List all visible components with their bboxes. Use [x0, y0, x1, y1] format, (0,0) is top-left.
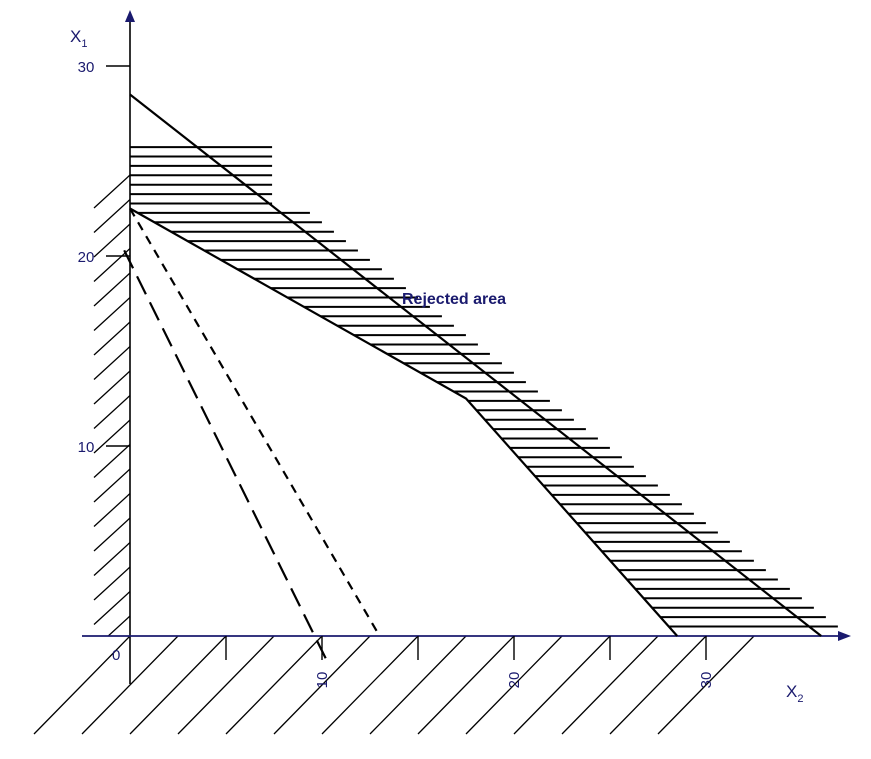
- negative-x2-hatch-line: [93, 468, 130, 503]
- y-axis-label: X1: [70, 27, 87, 50]
- origin-label: 0: [112, 647, 120, 664]
- axes-layer: [82, 10, 851, 684]
- negative-x2-hatch-line: [93, 297, 130, 331]
- negative-x1-hatch-line: [225, 636, 323, 735]
- negative-x1-hatch-line: [561, 636, 659, 735]
- negative-x2-hatch-line: [93, 419, 130, 454]
- negative-x2-hatch-line: [93, 395, 130, 429]
- negative-x2-hatch-line: [107, 615, 130, 636]
- negative-x2-hatch-line: [93, 591, 130, 625]
- constraint-line-4: [123, 249, 329, 664]
- negative-x1-hatch-line: [465, 636, 563, 735]
- negative-x2-hatch-line: [93, 199, 130, 233]
- negative-x2-hatch-line: [93, 174, 130, 209]
- negative-x1-hatch: [33, 636, 755, 735]
- negative-x2-hatch-line: [93, 517, 130, 552]
- negative-x2-hatch-line: [93, 248, 130, 282]
- negative-x2-hatch: [93, 174, 130, 636]
- negative-x2-hatch-line: [93, 444, 130, 478]
- negative-x2-hatch-line: [93, 272, 130, 307]
- x-tick-label: 30: [698, 672, 715, 689]
- negative-x2-hatch-line: [93, 493, 130, 527]
- negative-x1-hatch-line: [129, 636, 227, 735]
- negative-x1-hatch-line: [417, 636, 515, 735]
- ticks-layer: 10 20 30 10 20 30: [78, 59, 715, 688]
- y-tick-label: 20: [78, 249, 95, 266]
- negative-x2-hatch-line: [93, 321, 130, 356]
- negative-x1-hatch-line: [273, 636, 371, 735]
- negative-x2-hatch-line: [93, 566, 130, 601]
- constraint-line-3: [129, 207, 381, 637]
- negative-x2-hatch-line: [93, 542, 130, 576]
- x2-axis-arrow: [838, 631, 851, 641]
- negative-x2-hatch-line: [93, 346, 130, 380]
- negative-x1-hatch-line: [369, 636, 467, 735]
- constraint-line-1: [129, 93, 822, 637]
- negative-x1-hatch-line: [513, 636, 611, 735]
- negative-x2-hatch-line: [93, 223, 130, 258]
- y-tick-label: 10: [78, 439, 95, 456]
- hatch-layer: [33, 146, 838, 735]
- negative-x1-hatch-line: [33, 636, 131, 735]
- y-tick-label: 30: [78, 59, 95, 76]
- x-axis-label: X2: [786, 682, 803, 705]
- x-tick-label: 10: [314, 672, 331, 689]
- negative-x1-hatch-line: [609, 636, 707, 735]
- negative-x1-hatch-line: [657, 636, 755, 735]
- negative-x2-hatch-line: [93, 370, 130, 405]
- x1-axis-arrow: [125, 10, 135, 22]
- negative-x1-hatch-line: [81, 636, 179, 735]
- negative-x1-hatch-line: [177, 636, 275, 735]
- rejected-area-label: Rejected area: [402, 291, 506, 308]
- x-tick-label: 20: [506, 672, 523, 689]
- constraint-line-2: [129, 207, 679, 637]
- series-layer: [123, 93, 822, 664]
- negative-x1-hatch-line: [321, 636, 419, 735]
